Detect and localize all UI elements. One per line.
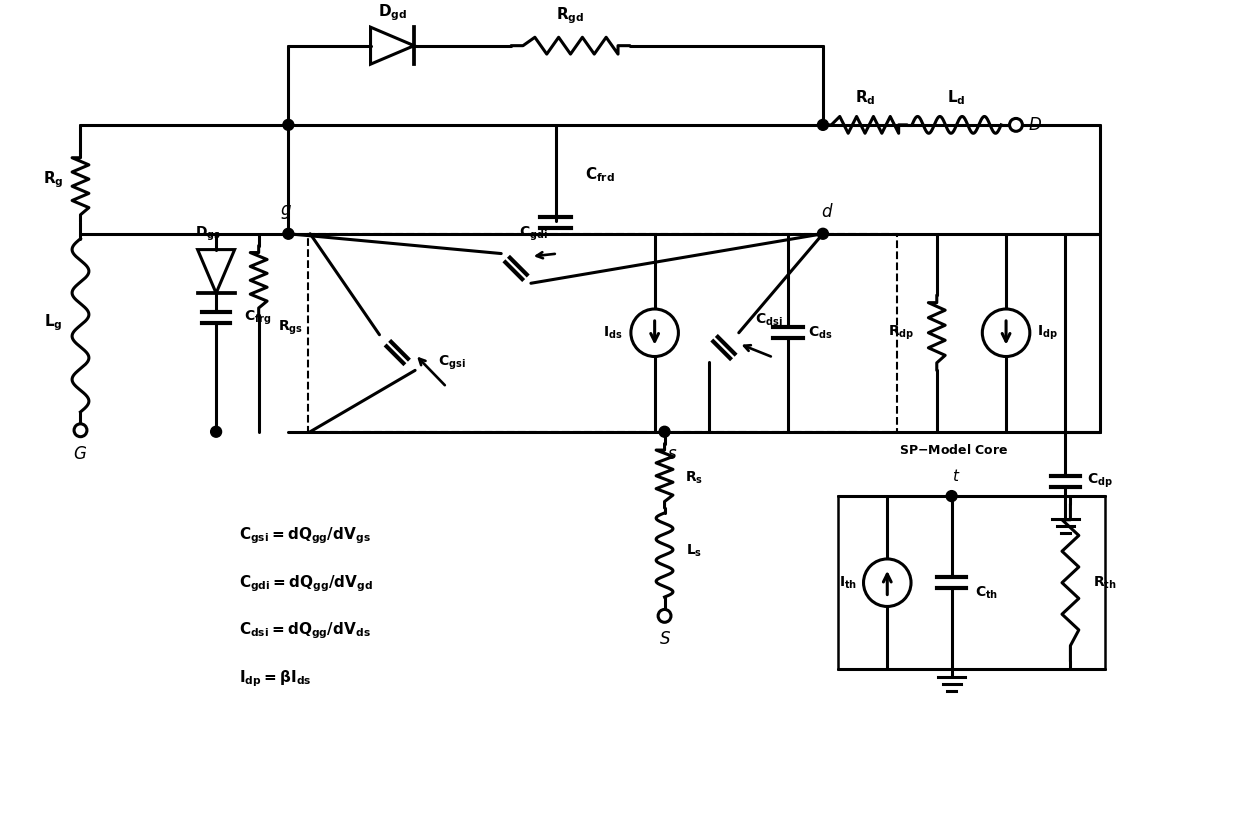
Circle shape — [946, 491, 957, 502]
Circle shape — [211, 426, 222, 437]
Bar — [309, 234, 898, 432]
Circle shape — [283, 228, 294, 239]
Text: $\mathbf{R_{dp}}$: $\mathbf{R_{dp}}$ — [888, 324, 914, 342]
Text: $\mathit{D}$: $\mathit{D}$ — [1028, 116, 1042, 134]
Circle shape — [631, 309, 678, 357]
Text: $\mathbf{L_s}$: $\mathbf{L_s}$ — [686, 542, 702, 559]
Circle shape — [982, 309, 1030, 357]
Text: $\mathit{G}$: $\mathit{G}$ — [73, 445, 88, 462]
Text: $\mathbf{C_{frd}}$: $\mathbf{C_{frd}}$ — [585, 165, 615, 184]
Text: $\mathbf{D_{gs}}$: $\mathbf{D_{gs}}$ — [195, 225, 221, 243]
Text: $\mathbf{I_{dp} = \beta I_{ds}}$: $\mathbf{I_{dp} = \beta I_{ds}}$ — [239, 668, 311, 689]
Text: $\mathbf{R_d}$: $\mathbf{R_d}$ — [854, 88, 875, 107]
Circle shape — [1009, 118, 1023, 132]
Circle shape — [863, 559, 911, 607]
Circle shape — [817, 119, 828, 130]
Text: $\mathbf{L_g}$: $\mathbf{L_g}$ — [45, 313, 63, 333]
Text: $\mathbf{D_{gd}}$: $\mathbf{D_{gd}}$ — [378, 3, 407, 23]
Text: $\mathbf{I_{ds}}$: $\mathbf{I_{ds}}$ — [604, 325, 622, 341]
Circle shape — [658, 609, 671, 623]
Circle shape — [74, 424, 87, 436]
Circle shape — [817, 228, 828, 239]
Text: $\mathbf{C_{gsi} = dQ_{gg}/dV_{gs}}$: $\mathbf{C_{gsi} = dQ_{gg}/dV_{gs}}$ — [239, 525, 371, 546]
Text: $\mathit{s}$: $\mathit{s}$ — [667, 445, 677, 462]
Text: $\mathit{d}$: $\mathit{d}$ — [821, 203, 833, 221]
Text: $\mathbf{R_{gd}}$: $\mathbf{R_{gd}}$ — [557, 6, 584, 26]
Text: $\mathit{t}$: $\mathit{t}$ — [952, 468, 961, 484]
Text: $\mathbf{C_{ds}}$: $\mathbf{C_{ds}}$ — [807, 325, 832, 341]
Text: $\mathbf{R_{th}}$: $\mathbf{R_{th}}$ — [1094, 575, 1117, 591]
Text: $\mathbf{SP{-}Model\ Core}$: $\mathbf{SP{-}Model\ Core}$ — [899, 442, 1008, 456]
Text: $\mathbf{C_{gdi} = dQ_{gg}/dV_{gd}}$: $\mathbf{C_{gdi} = dQ_{gg}/dV_{gd}}$ — [239, 573, 373, 593]
Circle shape — [660, 426, 670, 437]
Text: $\mathbf{C_{dsi} = dQ_{gg}/dV_{ds}}$: $\mathbf{C_{dsi} = dQ_{gg}/dV_{ds}}$ — [239, 620, 371, 641]
Circle shape — [283, 119, 294, 130]
Text: $\mathbf{R_g}$: $\mathbf{R_g}$ — [43, 169, 64, 190]
Text: $\mathbf{I_{th}}$: $\mathbf{I_{th}}$ — [838, 575, 857, 591]
Text: $\mathbf{C_{th}}$: $\mathbf{C_{th}}$ — [975, 585, 998, 601]
Text: $\mathbf{C_{dsi}}$: $\mathbf{C_{dsi}}$ — [755, 311, 782, 328]
Text: $\mathbf{C_{dp}}$: $\mathbf{C_{dp}}$ — [1087, 472, 1114, 490]
Text: $\mathbf{R_s}$: $\mathbf{R_s}$ — [686, 470, 703, 487]
Text: $\mathbf{C_{gdi}}$: $\mathbf{C_{gdi}}$ — [520, 225, 548, 243]
Bar — [838, 496, 1105, 670]
Text: $\mathbf{C_{gsi}}$: $\mathbf{C_{gsi}}$ — [438, 353, 465, 372]
Text: $\mathbf{I_{dp}}$: $\mathbf{I_{dp}}$ — [1037, 324, 1058, 342]
Text: $\mathbf{L_d}$: $\mathbf{L_d}$ — [947, 88, 966, 107]
Text: $\mathbf{R_{gs}}$: $\mathbf{R_{gs}}$ — [278, 319, 303, 337]
Text: $\mathit{S}$: $\mathit{S}$ — [658, 629, 671, 648]
Text: $\mathbf{C_{frg}}$: $\mathbf{C_{frg}}$ — [244, 309, 272, 327]
Text: $\mathit{g}$: $\mathit{g}$ — [280, 203, 293, 221]
